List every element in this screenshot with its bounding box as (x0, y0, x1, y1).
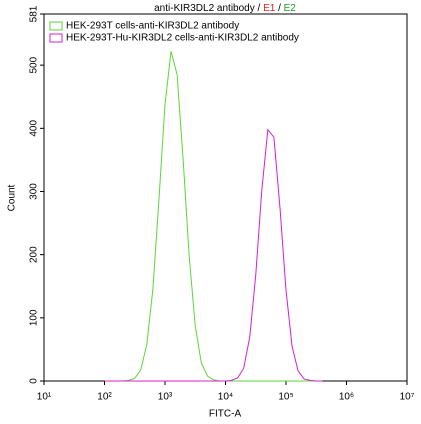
x-tick-label: 10³ (158, 392, 173, 403)
y-tick-label: 581 (29, 5, 40, 22)
series-line (104, 51, 323, 382)
y-tick-label: 200 (29, 246, 40, 263)
title-part: E2 (284, 3, 297, 14)
chart-title: anti-KIR3DL2 antibody / E1 / E2 (154, 3, 296, 14)
legend-swatch (49, 21, 63, 31)
y-tick-label: 500 (29, 56, 40, 73)
y-tick-label: 100 (29, 309, 40, 326)
x-tick-label: 10¹ (37, 392, 52, 403)
title-part: anti-KIR3DL2 antibody / (154, 3, 263, 14)
x-tick-label: 10⁷ (400, 392, 415, 403)
y-tick-label: 0 (29, 378, 40, 384)
legend-label: HEK-293T-Hu-KIR3DL2 cells-anti-KIR3DL2 a… (66, 33, 299, 44)
y-tick-label: 300 (29, 183, 40, 200)
x-tick-label: 10² (97, 392, 112, 403)
legend-box (47, 16, 325, 48)
title-part: / (275, 3, 283, 14)
series-line (104, 128, 323, 382)
legend-label: HEK-293T cells-anti-KIR3DL2 antibody (66, 21, 239, 32)
title-part: E1 (263, 3, 276, 14)
y-axis-label: Count (7, 184, 18, 211)
x-tick-label: 10⁶ (339, 392, 354, 403)
y-tick-label: 400 (29, 120, 40, 137)
legend-swatch (49, 33, 63, 43)
x-tick-label: 10⁴ (218, 392, 233, 403)
plot-frame (43, 13, 408, 382)
x-axis-label: FITC-A (209, 409, 242, 420)
x-tick-label: 10⁵ (278, 392, 293, 403)
